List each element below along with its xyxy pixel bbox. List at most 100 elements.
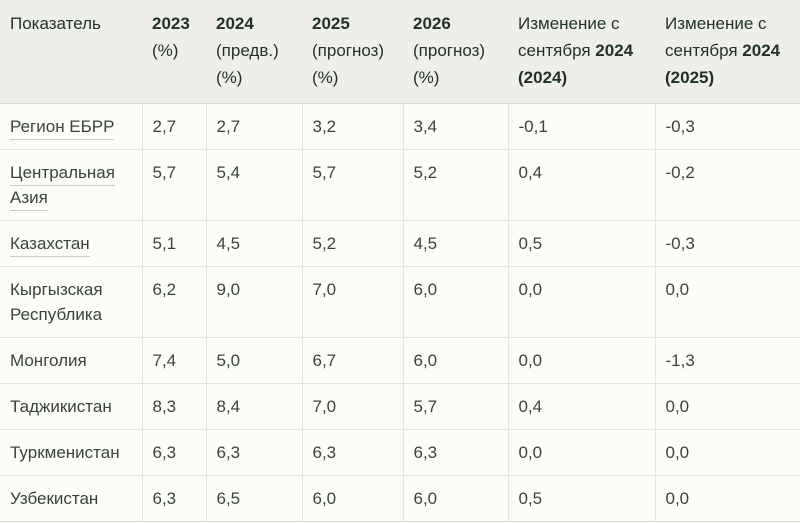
value-cell-change-since-sept-2024-for-2024: 0,4: [507, 149, 655, 221]
header-text-segment: Изменение с сентября: [665, 14, 767, 60]
header-row: Показатель 2023 (%) 2024 (предв.) (%) 2025 …: [0, 0, 800, 104]
table-row-kazakhstan: Казахстан 5,1 4,5 5,2 4,5 0,5 -0,3: [0, 220, 800, 267]
column-header-2026-forecast: 2026 (прогноз) (%): [403, 0, 508, 104]
term-label-kyrgyz-republic: Кыргызская Республика: [10, 280, 103, 324]
header-text-segment: 2024: [216, 14, 254, 33]
term-label-turkmenistan: Туркменистан: [10, 443, 120, 462]
header-text-segment: (2024): [518, 68, 568, 87]
value-cell-change-since-sept-2024-for-2024: -0,1: [507, 103, 655, 150]
value-cell-2023: 6,3: [141, 475, 206, 522]
header-text-segment: 2025: [312, 14, 350, 33]
value-cell-change-since-sept-2024-for-2025: 0,0: [654, 429, 800, 476]
value-cell-2023: 7,4: [141, 337, 206, 384]
term-label-uzbekistan: Узбекистан: [10, 489, 99, 508]
row-label-cell: Туркменистан: [0, 429, 142, 476]
row-label-cell: Таджикистан: [0, 383, 142, 430]
value-cell-2025-forecast: 7,0: [301, 266, 403, 338]
value-cell-2026-forecast: 4,5: [402, 220, 508, 267]
value-cell-2026-forecast: 5,7: [402, 383, 508, 430]
table-row-uzbekistan: Узбекистан 6,3 6,5 6,0 6,0 0,5 0,0: [0, 475, 800, 522]
header-text-segment: (прогноз): [312, 41, 385, 60]
value-cell-2025-forecast: 7,0: [301, 383, 403, 430]
table-row-turkmenistan: Туркменистан 6,3 6,3 6,3 6,3 0,0 0,0: [0, 429, 800, 476]
header-text-segment: (2025): [665, 68, 715, 87]
row-label-cell: Кыргызская Республика: [0, 266, 142, 338]
value-cell-2024-estimate: 4,5: [205, 220, 302, 267]
value-cell-2023: 8,3: [141, 383, 206, 430]
value-cell-change-since-sept-2024-for-2025: -0,3: [654, 220, 800, 267]
table-header: Показатель 2023 (%) 2024 (предв.) (%) 2025 …: [0, 0, 800, 104]
value-cell-change-since-sept-2024-for-2024: 0,4: [507, 383, 655, 430]
table-row-mongolia: Монголия 7,4 5,0 6,7 6,0 0,0 -1,3: [0, 337, 800, 384]
table-row-region-ebrd: Регион ЕБРР 2,7 2,7 3,2 3,4 -0,1 -0,3: [0, 103, 800, 150]
value-cell-2026-forecast: 5,2: [402, 149, 508, 221]
header-text-segment: (%): [312, 68, 339, 87]
row-label-cell: Казахстан: [0, 220, 142, 267]
term-label-tajikistan: Таджикистан: [10, 397, 112, 416]
column-header-2024-estimate: 2024 (предв.) (%): [206, 0, 302, 104]
row-label-cell: Регион ЕБРР: [0, 103, 142, 150]
term-link-central-asia[interactable]: Центральная Азия: [10, 163, 115, 211]
value-cell-change-since-sept-2024-for-2025: 0,0: [654, 475, 800, 522]
value-cell-2025-forecast: 3,2: [301, 103, 403, 150]
table-body: Регион ЕБРР 2,7 2,7 3,2 3,4 -0,1 -0,3 Центральн…: [0, 103, 800, 522]
value-cell-2024-estimate: 8,4: [205, 383, 302, 430]
header-text-segment: Изменение с сентября: [518, 14, 620, 60]
column-header-2025-forecast: 2025 (прогноз) (%): [302, 0, 403, 104]
value-cell-change-since-sept-2024-for-2025: 0,0: [654, 383, 800, 430]
value-cell-2025-forecast: 6,7: [301, 337, 403, 384]
value-cell-change-since-sept-2024-for-2024: 0,0: [507, 266, 655, 338]
term-link-region-ebrd[interactable]: Регион ЕБРР: [10, 117, 115, 140]
value-cell-2025-forecast: 5,7: [301, 149, 403, 221]
value-cell-2024-estimate: 6,5: [205, 475, 302, 522]
row-label-cell: Узбекистан: [0, 475, 142, 522]
value-cell-2026-forecast: 6,0: [402, 266, 508, 338]
value-cell-2023: 6,3: [141, 429, 206, 476]
value-cell-change-since-sept-2024-for-2024: 0,0: [507, 337, 655, 384]
column-header-change-since-sept-2024-for-2024: Изменение с сентября 2024 (2024): [508, 0, 655, 104]
value-cell-2026-forecast: 6,3: [402, 429, 508, 476]
value-cell-2026-forecast: 6,0: [402, 475, 508, 522]
header-text-segment: 2024: [742, 41, 781, 60]
value-cell-2024-estimate: 5,4: [205, 149, 302, 221]
header-text-segment: 2024: [595, 41, 634, 60]
table-row-central-asia: Центральная Азия 5,7 5,4 5,7 5,2 0,4 -0,2: [0, 149, 800, 221]
header-text-segment: 2023: [152, 14, 190, 33]
value-cell-2026-forecast: 3,4: [402, 103, 508, 150]
column-header-indicator: Показатель: [0, 0, 142, 104]
value-cell-2026-forecast: 6,0: [402, 337, 508, 384]
value-cell-change-since-sept-2024-for-2024: 0,5: [507, 220, 655, 267]
value-cell-2023: 6,2: [141, 266, 206, 338]
column-header-change-since-sept-2024-for-2025: Изменение с сентября 2024 (2025): [655, 0, 800, 104]
row-label-cell: Центральная Азия: [0, 149, 142, 221]
header-text-segment: 2026: [413, 14, 451, 33]
value-cell-change-since-sept-2024-for-2025: 0,0: [654, 266, 800, 338]
header-text-segment: (прогноз): [413, 41, 486, 60]
term-label-mongolia: Монголия: [10, 351, 87, 370]
header-text-segment: (предв.): [216, 41, 279, 60]
header-text-segment: (%): [152, 41, 179, 60]
value-cell-change-since-sept-2024-for-2025: -0,2: [654, 149, 800, 221]
value-cell-2023: 5,7: [141, 149, 206, 221]
value-cell-change-since-sept-2024-for-2025: -1,3: [654, 337, 800, 384]
value-cell-2024-estimate: 2,7: [205, 103, 302, 150]
value-cell-2025-forecast: 6,0: [301, 475, 403, 522]
value-cell-change-since-sept-2024-for-2024: 0,0: [507, 429, 655, 476]
table-row-kyrgyz-republic: Кыргызская Республика 6,2 9,0 7,0 6,0 0,0 0,0: [0, 266, 800, 338]
value-cell-2024-estimate: 9,0: [205, 266, 302, 338]
column-header-2023: 2023 (%): [142, 0, 206, 104]
value-cell-2025-forecast: 5,2: [301, 220, 403, 267]
value-cell-change-since-sept-2024-for-2025: -0,3: [654, 103, 800, 150]
header-text-segment: Показатель: [10, 14, 101, 33]
row-label-cell: Монголия: [0, 337, 142, 384]
header-text-segment: (%): [413, 68, 440, 87]
value-cell-2024-estimate: 6,3: [205, 429, 302, 476]
value-cell-2025-forecast: 6,3: [301, 429, 403, 476]
value-cell-2023: 5,1: [141, 220, 206, 267]
term-link-kazakhstan[interactable]: Казахстан: [10, 234, 90, 257]
table-row-tajikistan: Таджикистан 8,3 8,4 7,0 5,7 0,4 0,0: [0, 383, 800, 430]
header-text-segment: (%): [216, 68, 243, 87]
value-cell-2024-estimate: 5,0: [205, 337, 302, 384]
